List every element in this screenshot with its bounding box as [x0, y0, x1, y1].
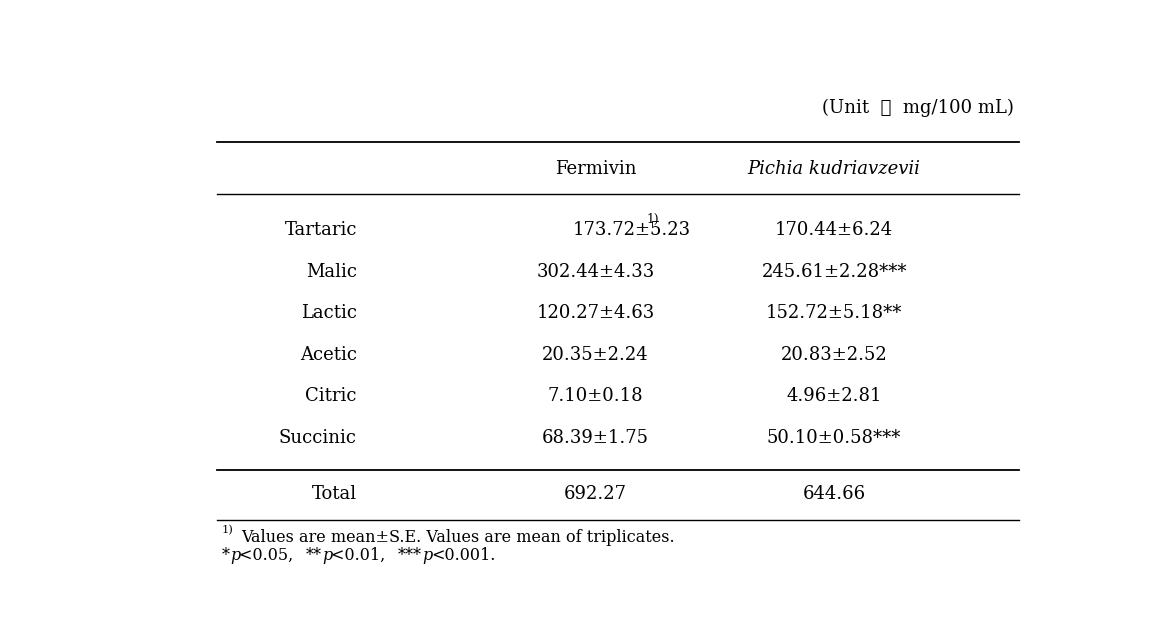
- Text: 4.96±2.81: 4.96±2.81: [787, 387, 882, 406]
- Text: 50.10±0.58***: 50.10±0.58***: [767, 429, 902, 447]
- Text: 170.44±6.24: 170.44±6.24: [775, 221, 894, 239]
- Text: p: p: [423, 547, 433, 564]
- Text: Fermivin: Fermivin: [554, 160, 637, 178]
- Text: p: p: [322, 547, 332, 564]
- Text: 692.27: 692.27: [564, 485, 627, 504]
- Text: Citric: Citric: [306, 387, 357, 406]
- Text: Malic: Malic: [306, 263, 357, 281]
- Text: 120.27±4.63: 120.27±4.63: [537, 304, 654, 323]
- Text: 152.72±5.18**: 152.72±5.18**: [766, 304, 903, 323]
- Text: 302.44±4.33: 302.44±4.33: [537, 263, 654, 281]
- Text: Total: Total: [311, 485, 357, 504]
- Text: 7.10±0.18: 7.10±0.18: [547, 387, 644, 406]
- Text: 644.66: 644.66: [803, 485, 866, 504]
- Text: Tartaric: Tartaric: [285, 221, 357, 239]
- Text: 1): 1): [647, 213, 660, 226]
- Text: *: *: [222, 547, 230, 564]
- Text: p: p: [230, 547, 241, 564]
- Text: 245.61±2.28***: 245.61±2.28***: [761, 263, 906, 281]
- Text: 1): 1): [222, 525, 234, 535]
- Text: (Unit  ：  mg/100 mL): (Unit ： mg/100 mL): [823, 99, 1014, 117]
- Text: **: **: [306, 547, 322, 564]
- Text: 20.35±2.24: 20.35±2.24: [543, 346, 648, 364]
- Text: <0.001.: <0.001.: [431, 547, 495, 564]
- Text: <0.01,: <0.01,: [331, 547, 395, 564]
- Text: <0.05,: <0.05,: [238, 547, 303, 564]
- Text: Acetic: Acetic: [300, 346, 357, 364]
- Text: 20.83±2.52: 20.83±2.52: [781, 346, 888, 364]
- Text: 68.39±1.75: 68.39±1.75: [541, 429, 650, 447]
- Text: Pichia kudriavzevii: Pichia kudriavzevii: [747, 160, 920, 178]
- Text: Lactic: Lactic: [301, 304, 357, 323]
- Text: 173.72±5.23: 173.72±5.23: [573, 221, 691, 239]
- Text: ***: ***: [397, 547, 422, 564]
- Text: Values are mean±S.E. Values are mean of triplicates.: Values are mean±S.E. Values are mean of …: [242, 529, 675, 545]
- Text: Succinic: Succinic: [279, 429, 357, 447]
